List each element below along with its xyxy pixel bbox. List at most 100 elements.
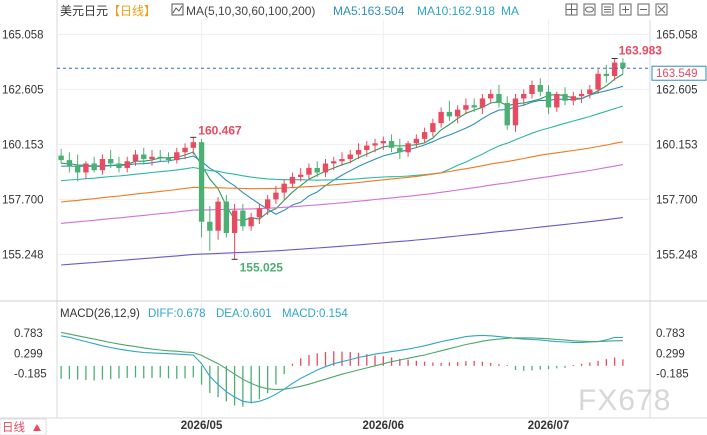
x-axis: 2026/05 2026/06 2026/07 [181,420,570,432]
candle-body [537,85,543,92]
candle-body [116,163,122,168]
macd-lines [60,331,623,404]
y-tick-label: 155.248 [656,249,698,261]
candle-body [66,160,73,166]
menu-icon[interactable] [601,3,614,16]
price-annotations: 160.467 155.025 163.983 [190,43,662,274]
candle-body [496,93,502,103]
candle-body [99,159,106,171]
candle-body [339,159,345,162]
candle-body [165,157,172,161]
y-tick-label: 165.058 [656,29,698,41]
candle-body [554,93,560,108]
period-tab-label[interactable]: 日线 [2,420,25,434]
candle-body [141,154,147,159]
y-axis-right: 165.058 162.605 160.153 157.700 155.248 0.783… [656,29,698,380]
ma-more: MA [501,4,519,18]
candle-body [364,145,370,151]
triangle-up-icon[interactable] [33,424,41,431]
candle-body [174,152,180,161]
candle-body [421,132,428,139]
macd-value: MACD:0.154 [282,308,348,320]
ma5-line [61,73,624,221]
minus-icon[interactable] [637,3,650,16]
macd-y-tick-label: 0.783 [656,328,685,340]
candle-body [223,201,230,233]
y-tick-label: 162.605 [2,84,44,96]
candle-body [298,174,304,177]
candle-body [479,98,486,108]
high-label: 160.467 [198,123,242,137]
candle-body [231,210,238,233]
candle-body [595,73,601,90]
last-price-tag [651,65,707,81]
x-tick-label: 2026/05 [181,420,223,432]
ma-label: MA(5,10,30,60,100,200) [186,4,315,18]
candle-body [149,156,155,159]
ma5-value: MA5:163.504 [333,4,405,18]
recent-high-label: 163.983 [619,43,663,57]
period-label[interactable]: 【日线】 [108,4,156,18]
last-price-value: 163.549 [656,68,698,80]
candle-body [273,192,279,200]
macd-y-tick-label: -0.185 [656,369,689,381]
macd-y-tick-label: 0.299 [656,348,685,360]
macd-title: MACD(26,12,9) [60,308,140,320]
eye-icon[interactable] [583,3,596,16]
candle-body [405,143,411,153]
candle-body [620,62,626,69]
candlestick-series [58,58,626,260]
candle-body [83,163,89,173]
grid-icon[interactable] [565,3,578,16]
candle-body [207,221,213,231]
candle-body [182,147,188,153]
y-tick-label: 157.700 [656,194,698,206]
close-icon[interactable] [655,3,668,16]
candle-body [355,150,362,155]
macd-y-tick-label: 0.783 [14,328,43,340]
candle-body [124,161,130,168]
candle-body [603,73,610,77]
candle-body [454,109,461,117]
y-tick-label: 157.700 [2,194,44,206]
y-tick-label: 155.248 [2,249,44,261]
ma200-line [61,217,623,266]
x-tick-label: 2026/06 [363,420,405,432]
dea-line [60,331,623,391]
candle-body [264,199,271,209]
macd-dea: DEA:0.601 [216,308,272,320]
ma60-line [61,141,623,203]
candle-body [512,98,519,126]
candle-body [562,93,568,101]
candle-body [108,159,114,164]
candle-body [281,183,287,193]
candle-body [331,161,337,164]
candle-body [413,138,420,144]
symbol-title: 美元日元 [60,4,108,18]
watermark-logo: FX678 [578,384,671,417]
candle-body [397,147,403,153]
ma10-value: MA10:162.918 [417,4,495,18]
ma100-line [61,164,623,224]
candle-body [240,210,246,227]
x-tick-label: 2026/07 [528,420,570,432]
candle-body [190,142,196,148]
ma10-line [61,85,624,215]
plus-icon[interactable] [619,3,632,16]
y-axis-left: 165.058 162.605 160.153 157.700 155.248 0.783… [2,29,47,380]
y-tick-label: 165.058 [2,29,44,41]
low-label: 155.025 [240,260,284,274]
candle-body [289,176,296,184]
candle-body [570,96,576,101]
candle-body [248,217,254,227]
candle-body [471,105,477,108]
candle-body [198,142,205,222]
candle-body [372,143,378,146]
candle-body [157,156,163,158]
candle-body [504,102,510,126]
macd-histogram [60,351,624,407]
chart-type-icon[interactable] [171,3,184,16]
candle-body [388,141,395,148]
candle-body [611,62,618,77]
